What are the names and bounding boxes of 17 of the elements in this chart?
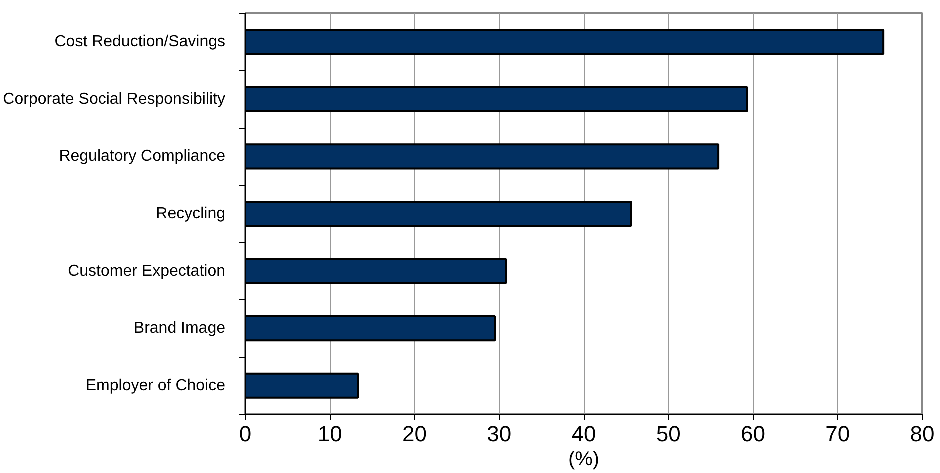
x-tick-label: 40 [572, 422, 596, 446]
x-tick-label: 80 [910, 422, 935, 446]
y-tick-label: Customer Expectation [68, 262, 226, 280]
y-tick-label: Recycling [156, 206, 226, 222]
x-tick-label: 50 [656, 422, 681, 446]
x-tick-label: 70 [826, 422, 850, 446]
y-tick-label: Corporate Social Responsibility [3, 90, 226, 108]
x-tick-label: 60 [741, 422, 766, 446]
y-tick-label: Cost Reduction/Savings [54, 34, 226, 51]
x-tick-label: 0 [239, 422, 252, 446]
x-tick-label: 20 [402, 422, 427, 446]
x-tick-label: 10 [318, 422, 342, 446]
x-axis-title: (%) [568, 448, 600, 470]
y-tick-label: Brand Image [134, 320, 226, 338]
y-tick-label: Regulatory Compliance [59, 148, 226, 166]
x-tick-label: 30 [487, 422, 512, 446]
y-tick-label: Employer of Choice [86, 377, 226, 394]
